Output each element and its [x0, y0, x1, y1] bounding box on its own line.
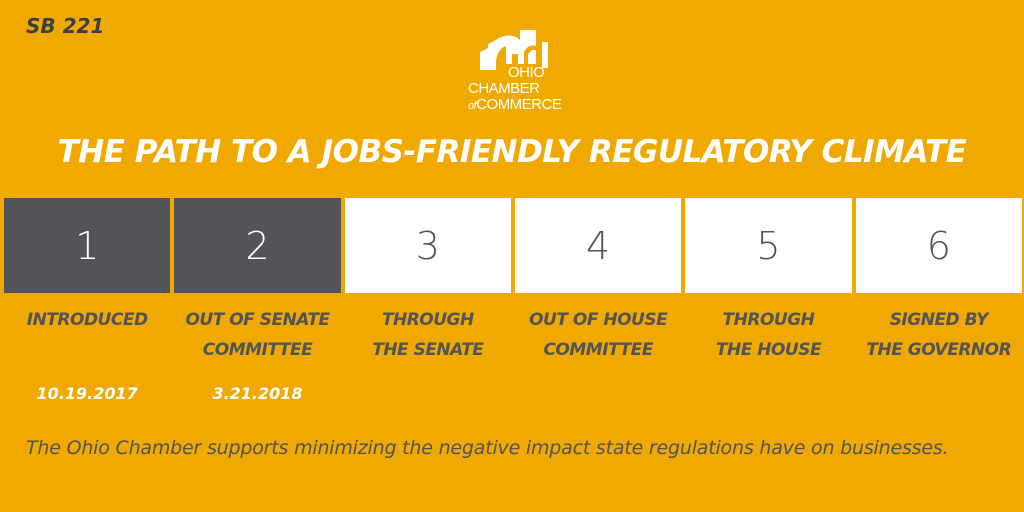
step-label-2-line2: COMMITTEE	[202, 340, 313, 360]
step-label-6-line1: SIGNED BY	[889, 310, 989, 330]
step-label-3-line2: THE SENATE	[372, 340, 484, 360]
bill-id: SB 221	[26, 14, 105, 38]
step-date-1: 10.19.2017	[36, 384, 138, 403]
step-label-3-line1: THROUGH	[381, 310, 474, 330]
logo-line-chamber: CHAMBER	[468, 80, 540, 97]
step-date-4	[515, 384, 681, 403]
step-3: 3	[344, 198, 511, 293]
skyline-logo-icon	[472, 28, 548, 70]
logo-line-commerce: COMMERCE	[476, 96, 562, 113]
step-label-6-line2: THE GOVERNOR	[866, 340, 1012, 360]
step-label-6: SIGNED BY THE GOVERNOR	[856, 305, 1022, 365]
step-dates: 10.19.2017 3.21.2018	[4, 384, 1022, 403]
step-1: 1	[4, 198, 171, 293]
step-2: 2	[174, 198, 341, 293]
step-label-5: THROUGH THE HOUSE	[685, 305, 851, 365]
step-label-2-line1: OUT OF SENATE	[185, 310, 330, 330]
step-label-1: INTRODUCED	[4, 305, 170, 365]
step-date-3	[345, 384, 511, 403]
step-date-2: 3.21.2018	[212, 384, 303, 403]
step-label-4-line1: OUT OF HOUSE	[529, 310, 668, 330]
step-label-2: OUT OF SENATE COMMITTEE	[174, 305, 340, 365]
ohio-chamber-logo: OHIO CHAMBER ofCOMMERCE	[466, 24, 562, 122]
step-label-4-line2: COMMITTEE	[543, 340, 653, 360]
step-label-3: THROUGH THE SENATE	[345, 305, 511, 365]
step-date-6	[856, 384, 1022, 403]
step-labels: INTRODUCED OUT OF SENATE COMMITTEE THROU…	[4, 305, 1022, 365]
step-label-4: OUT OF HOUSE COMMITTEE	[515, 305, 681, 365]
step-4: 4	[514, 198, 682, 293]
step-6: 6	[855, 198, 1022, 293]
step-label-1-line1: INTRODUCED	[26, 310, 148, 330]
logo-line-ohio: OHIO	[508, 64, 545, 81]
tagline: The Ohio Chamber supports minimizing the…	[26, 437, 949, 459]
logo-line-of: of	[468, 100, 477, 112]
headline: THE PATH TO A JOBS-FRIENDLY REGULATORY C…	[57, 134, 967, 170]
step-label-5-line1: THROUGH	[722, 310, 815, 330]
step-5: 5	[685, 198, 852, 293]
step-date-5	[685, 384, 851, 403]
progress-steps: 1 2 3 4 5 6	[4, 198, 1022, 293]
step-label-5-line2: THE HOUSE	[715, 340, 822, 360]
